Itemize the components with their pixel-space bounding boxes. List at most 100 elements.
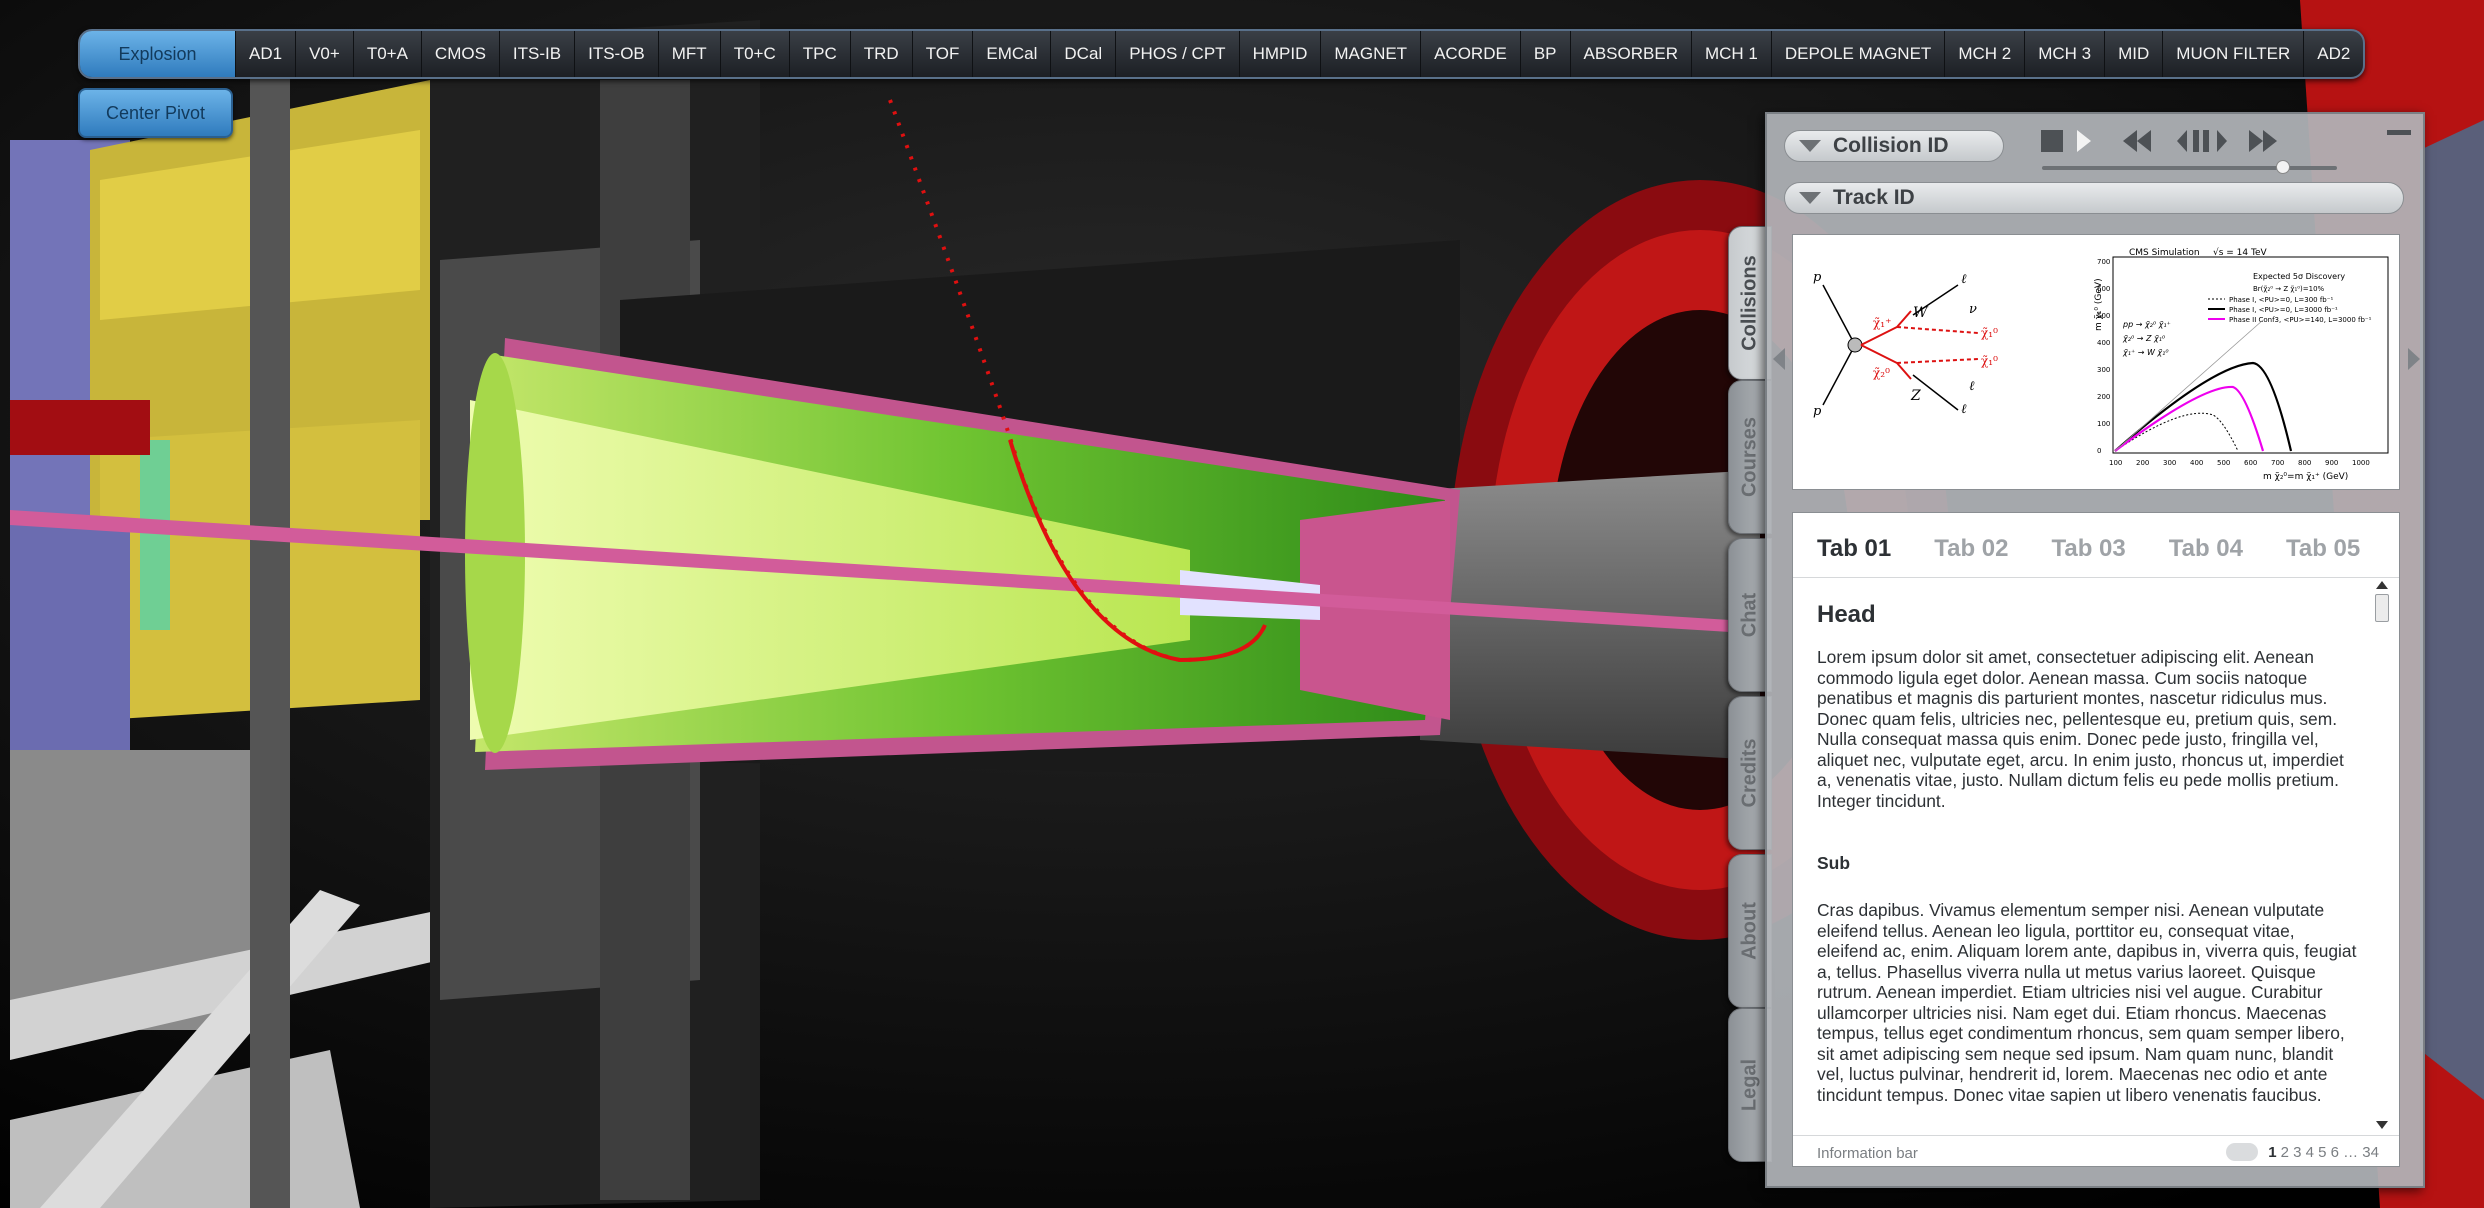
x-tick-label: 600 [2244, 459, 2257, 467]
x-tick-label: 1000 [2352, 459, 2370, 467]
tab-divider [1793, 577, 2399, 578]
x-tick-label: 700 [2271, 459, 2284, 467]
curve-phase2-3000 [2114, 385, 2265, 452]
info-divider [1793, 1135, 2399, 1136]
pager-current[interactable]: 1 [2268, 1143, 2277, 1161]
y-ticks: 0 100 200 300 400 500 600 700 [2097, 258, 2110, 455]
article-text: Head Lorem ipsum dolor sit amet, consect… [1817, 601, 2357, 1105]
toolbar-button-bp[interactable]: BP [1519, 31, 1570, 77]
detector-toolbar: Explosion AD1 V0+ T0+A CMOS ITS-IB ITS-OB MFT T0… [78, 29, 2366, 79]
toolbar-button-ad1[interactable]: AD1 [235, 31, 295, 77]
prev-arrow-icon[interactable] [1773, 348, 1785, 370]
label-chi-bottom: χ̃₂⁰ [1873, 366, 1890, 380]
toolbar-button-absorber[interactable]: ABSORBER [1569, 31, 1691, 77]
track-id-label: Track ID [1833, 186, 1915, 209]
center-pivot-button[interactable]: Center Pivot [78, 88, 233, 138]
plot-legend-3: Phase II Conf3, <PU>=140, L=3000 fb⁻¹ [2229, 316, 2372, 324]
plot-legend-title: Expected 5σ Discovery [2253, 272, 2345, 281]
pager-pages[interactable]: 2 3 4 5 6 … 34 [2280, 1143, 2379, 1161]
timeline-slider[interactable] [2042, 166, 2337, 170]
tab-05[interactable]: Tab 05 [2286, 535, 2361, 562]
toolbar-button-tpc[interactable]: TPC [788, 31, 850, 77]
beam-pipe [10, 510, 1730, 632]
side-tab-collisions[interactable]: Collisions [1728, 226, 1772, 380]
step-back-icon[interactable] [2177, 130, 2187, 152]
toolbar-button-t0-a[interactable]: T0+A [352, 31, 421, 77]
label-l3: ℓ [1969, 379, 1975, 394]
tab-01[interactable]: Tab 01 [1817, 535, 1892, 562]
chevron-down-icon [1799, 140, 1821, 152]
label-w: W [1913, 305, 1929, 321]
plot-legend-sub: Br(χ̃₂⁰ → Z χ̃₁⁰)=10% [2253, 285, 2325, 293]
pause-icon[interactable] [2193, 130, 2209, 152]
toolbar-button-phos-cpt[interactable]: PHOS / CPT [1115, 31, 1238, 77]
toolbar-button-mch-1[interactable]: MCH 1 [1690, 31, 1771, 77]
toolbar-button-cmos[interactable]: CMOS [420, 31, 499, 77]
toolbar-button-magnet[interactable]: MAGNET [1320, 31, 1420, 77]
toolbar-button-t0-c[interactable]: T0+C [719, 31, 789, 77]
toolbar-button-ad2[interactable]: AD2 [2303, 31, 2363, 77]
toolbar-button-its-ob[interactable]: ITS-OB [574, 31, 658, 77]
exclusion-plot: CMS Simulation √s = 14 TeV Expected 5σ D… [2094, 247, 2389, 482]
curve-phase1-300 [2114, 412, 2239, 452]
collision-figure: p p W Z ℓ ν ℓ ℓ χ̃₁⁺ χ̃₂⁰ χ̃₁⁰ χ̃₁⁰ CMS … [1792, 234, 2400, 490]
y-tick-label: 600 [2097, 285, 2110, 293]
toolbar-button-v0[interactable]: V0+ [295, 31, 353, 77]
pager-toggle[interactable] [2226, 1143, 2259, 1161]
rewind-icon[interactable] [2123, 130, 2151, 152]
scroll-up-icon[interactable] [2376, 581, 2388, 589]
x-tick-label: 100 [2109, 459, 2122, 467]
toolbar-button-hmpid[interactable]: HMPID [1238, 31, 1321, 77]
tab-03[interactable]: Tab 03 [2051, 535, 2126, 562]
plot-legend-2: Phase I, <PU>=0, L=3000 fb⁻¹ [2229, 306, 2338, 314]
tab-04[interactable]: Tab 04 [2168, 535, 2243, 562]
toolbar-button-mch-2[interactable]: MCH 2 [1944, 31, 2024, 77]
plot-energy: √s = 14 TeV [2213, 247, 2268, 258]
toolbar-button-its-ib[interactable]: ITS-IB [498, 31, 574, 77]
x-tick-label: 200 [2136, 459, 2149, 467]
side-tab-legal[interactable]: Legal [1728, 1008, 1772, 1162]
y-tick-label: 400 [2097, 339, 2110, 347]
label-z: Z [1910, 388, 1921, 404]
minimize-button[interactable] [2387, 130, 2411, 135]
toolbar-button-acorde[interactable]: ACORDE [1420, 31, 1520, 77]
next-arrow-icon[interactable] [2408, 348, 2420, 370]
step-forward-icon[interactable] [2217, 130, 2227, 152]
toolbar-button-depole-magnet[interactable]: DEPOLE MAGNET [1770, 31, 1944, 77]
article-subhead: Sub [1817, 853, 1851, 873]
toolbar-button-tof[interactable]: TOF [911, 31, 973, 77]
label-l2: ℓ [1961, 402, 1967, 417]
vertical-scrollbar[interactable] [2374, 581, 2390, 1129]
plot-ylabel: m χ̃₁⁰ (GeV) [2094, 278, 2104, 331]
collision-id-dropdown[interactable]: Collision ID [1784, 130, 2004, 162]
stop-icon[interactable] [2041, 130, 2063, 152]
toolbar-button-muon-filter[interactable]: MUON FILTER [2162, 31, 2303, 77]
toolbar-button-mid[interactable]: MID [2104, 31, 2162, 77]
toolbar-button-emcal[interactable]: EMCal [972, 31, 1050, 77]
toolbar-button-mch-3[interactable]: MCH 3 [2024, 31, 2104, 77]
track-id-dropdown[interactable]: Track ID [1784, 182, 2404, 214]
x-tick-label: 300 [2163, 459, 2176, 467]
article-head: Head [1817, 601, 1876, 628]
article-paragraph-2: Cras dapibus. Vivamus elementum semper n… [1817, 900, 2357, 1105]
toolbar-button-explosion[interactable]: Explosion [80, 31, 235, 77]
fast-forward-icon[interactable] [2249, 130, 2277, 152]
play-icon[interactable] [2077, 130, 2091, 152]
toolbar-button-trd[interactable]: TRD [849, 31, 912, 77]
tab-02[interactable]: Tab 02 [1934, 535, 2009, 562]
feynman-diagram: p p W Z ℓ ν ℓ ℓ χ̃₁⁺ χ̃₂⁰ χ̃₁⁰ χ̃₁⁰ [1813, 270, 1998, 419]
y-tick-label: 200 [2097, 393, 2110, 401]
label-p-bottom: p [1813, 404, 1822, 419]
x-tick-label: 500 [2217, 459, 2230, 467]
scroll-thumb[interactable] [2375, 594, 2389, 622]
collision-id-label: Collision ID [1833, 134, 1949, 157]
scroll-down-icon[interactable] [2376, 1121, 2388, 1129]
label-chi-top: χ̃₁⁺ [1873, 316, 1891, 330]
toolbar-button-mft[interactable]: MFT [657, 31, 720, 77]
toolbar-button-dcal[interactable]: DCal [1050, 31, 1115, 77]
x-tick-label: 900 [2325, 459, 2338, 467]
content-area: Tab 01 Tab 02 Tab 03 Tab 04 Tab 05 Head … [1792, 512, 2400, 1167]
y-tick-label: 100 [2097, 420, 2110, 428]
info-panel: Collision ID Track ID [1765, 112, 2425, 1188]
timeline-knob[interactable] [2276, 160, 2290, 174]
